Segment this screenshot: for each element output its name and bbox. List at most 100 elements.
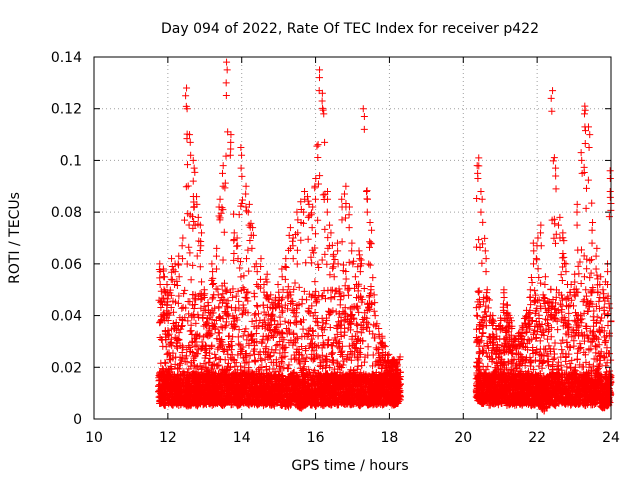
data-point — [206, 354, 214, 362]
data-point — [342, 214, 350, 222]
data-point — [586, 257, 594, 265]
data-point — [181, 216, 189, 224]
data-point — [282, 255, 290, 263]
data-point — [323, 208, 331, 216]
data-point — [190, 304, 198, 312]
data-point — [235, 211, 243, 219]
data-point — [336, 338, 344, 346]
data-point — [304, 235, 312, 243]
data-point — [277, 358, 285, 366]
data-point — [360, 125, 368, 133]
data-point — [223, 311, 231, 319]
data-point — [314, 322, 322, 330]
data-point — [348, 247, 356, 255]
data-point — [327, 229, 335, 237]
data-point — [318, 97, 326, 105]
data-point — [187, 327, 195, 335]
data-point — [242, 190, 250, 198]
data-point — [291, 279, 299, 287]
data-point — [189, 261, 197, 269]
data-point — [314, 216, 322, 224]
data-point — [193, 252, 201, 260]
data-point — [185, 310, 193, 318]
data-point — [243, 294, 251, 302]
data-point — [289, 255, 297, 263]
data-point — [354, 362, 362, 370]
data-point — [323, 260, 331, 268]
data-point — [237, 164, 245, 172]
data-point — [363, 187, 371, 195]
data-point — [229, 285, 237, 293]
data-point — [338, 238, 346, 246]
data-point — [163, 281, 171, 289]
data-point — [184, 182, 192, 190]
data-point — [208, 281, 216, 289]
data-point — [355, 308, 363, 316]
data-point — [183, 84, 191, 92]
data-point — [238, 151, 246, 159]
data-point — [212, 354, 220, 362]
data-point — [194, 213, 202, 221]
data-point — [243, 336, 251, 344]
data-point — [360, 112, 368, 120]
data-point — [250, 311, 258, 319]
data-point — [363, 195, 371, 203]
data-point — [304, 197, 312, 205]
data-point — [367, 239, 375, 247]
data-point — [237, 144, 245, 151]
data-point — [191, 168, 199, 176]
data-point — [178, 322, 186, 330]
data-point — [577, 280, 585, 288]
data-point — [198, 278, 206, 286]
data-point — [563, 363, 571, 371]
data-point — [253, 301, 261, 309]
data-point — [321, 225, 329, 233]
data-point — [213, 244, 221, 252]
data-point — [234, 242, 242, 250]
data-point — [236, 341, 244, 349]
data-point — [251, 293, 259, 301]
data-point — [363, 187, 371, 195]
data-point — [347, 347, 355, 355]
data-point — [354, 304, 362, 312]
data-point — [257, 355, 265, 363]
data-point — [244, 297, 252, 305]
data-point — [320, 110, 328, 118]
data-point — [290, 329, 298, 337]
data-point — [230, 210, 238, 218]
data-point — [181, 286, 189, 294]
data-point — [368, 226, 376, 234]
data-point — [254, 303, 262, 311]
data-point — [222, 92, 230, 100]
data-point — [229, 293, 237, 301]
data-point — [357, 256, 365, 264]
data-point — [319, 104, 327, 112]
data-points — [155, 58, 615, 415]
data-point — [301, 187, 309, 195]
data-point — [366, 218, 374, 226]
data-point — [308, 224, 316, 232]
data-point — [187, 276, 195, 284]
data-point — [178, 242, 186, 250]
data-point — [198, 229, 206, 237]
data-point — [192, 319, 200, 327]
data-point — [338, 216, 346, 224]
data-point — [558, 346, 566, 354]
data-point — [348, 333, 356, 341]
data-point — [345, 224, 353, 232]
data-point — [285, 318, 293, 326]
data-point — [293, 246, 301, 254]
data-point — [248, 244, 256, 252]
data-point — [247, 219, 255, 227]
data-point — [230, 256, 238, 264]
data-point — [235, 297, 243, 305]
data-point — [549, 157, 557, 165]
data-point — [211, 350, 219, 358]
data-point — [369, 274, 377, 282]
data-point — [385, 350, 393, 358]
data-point — [217, 356, 225, 364]
data-point — [319, 191, 327, 199]
data-point — [356, 255, 364, 263]
data-point — [227, 354, 235, 362]
